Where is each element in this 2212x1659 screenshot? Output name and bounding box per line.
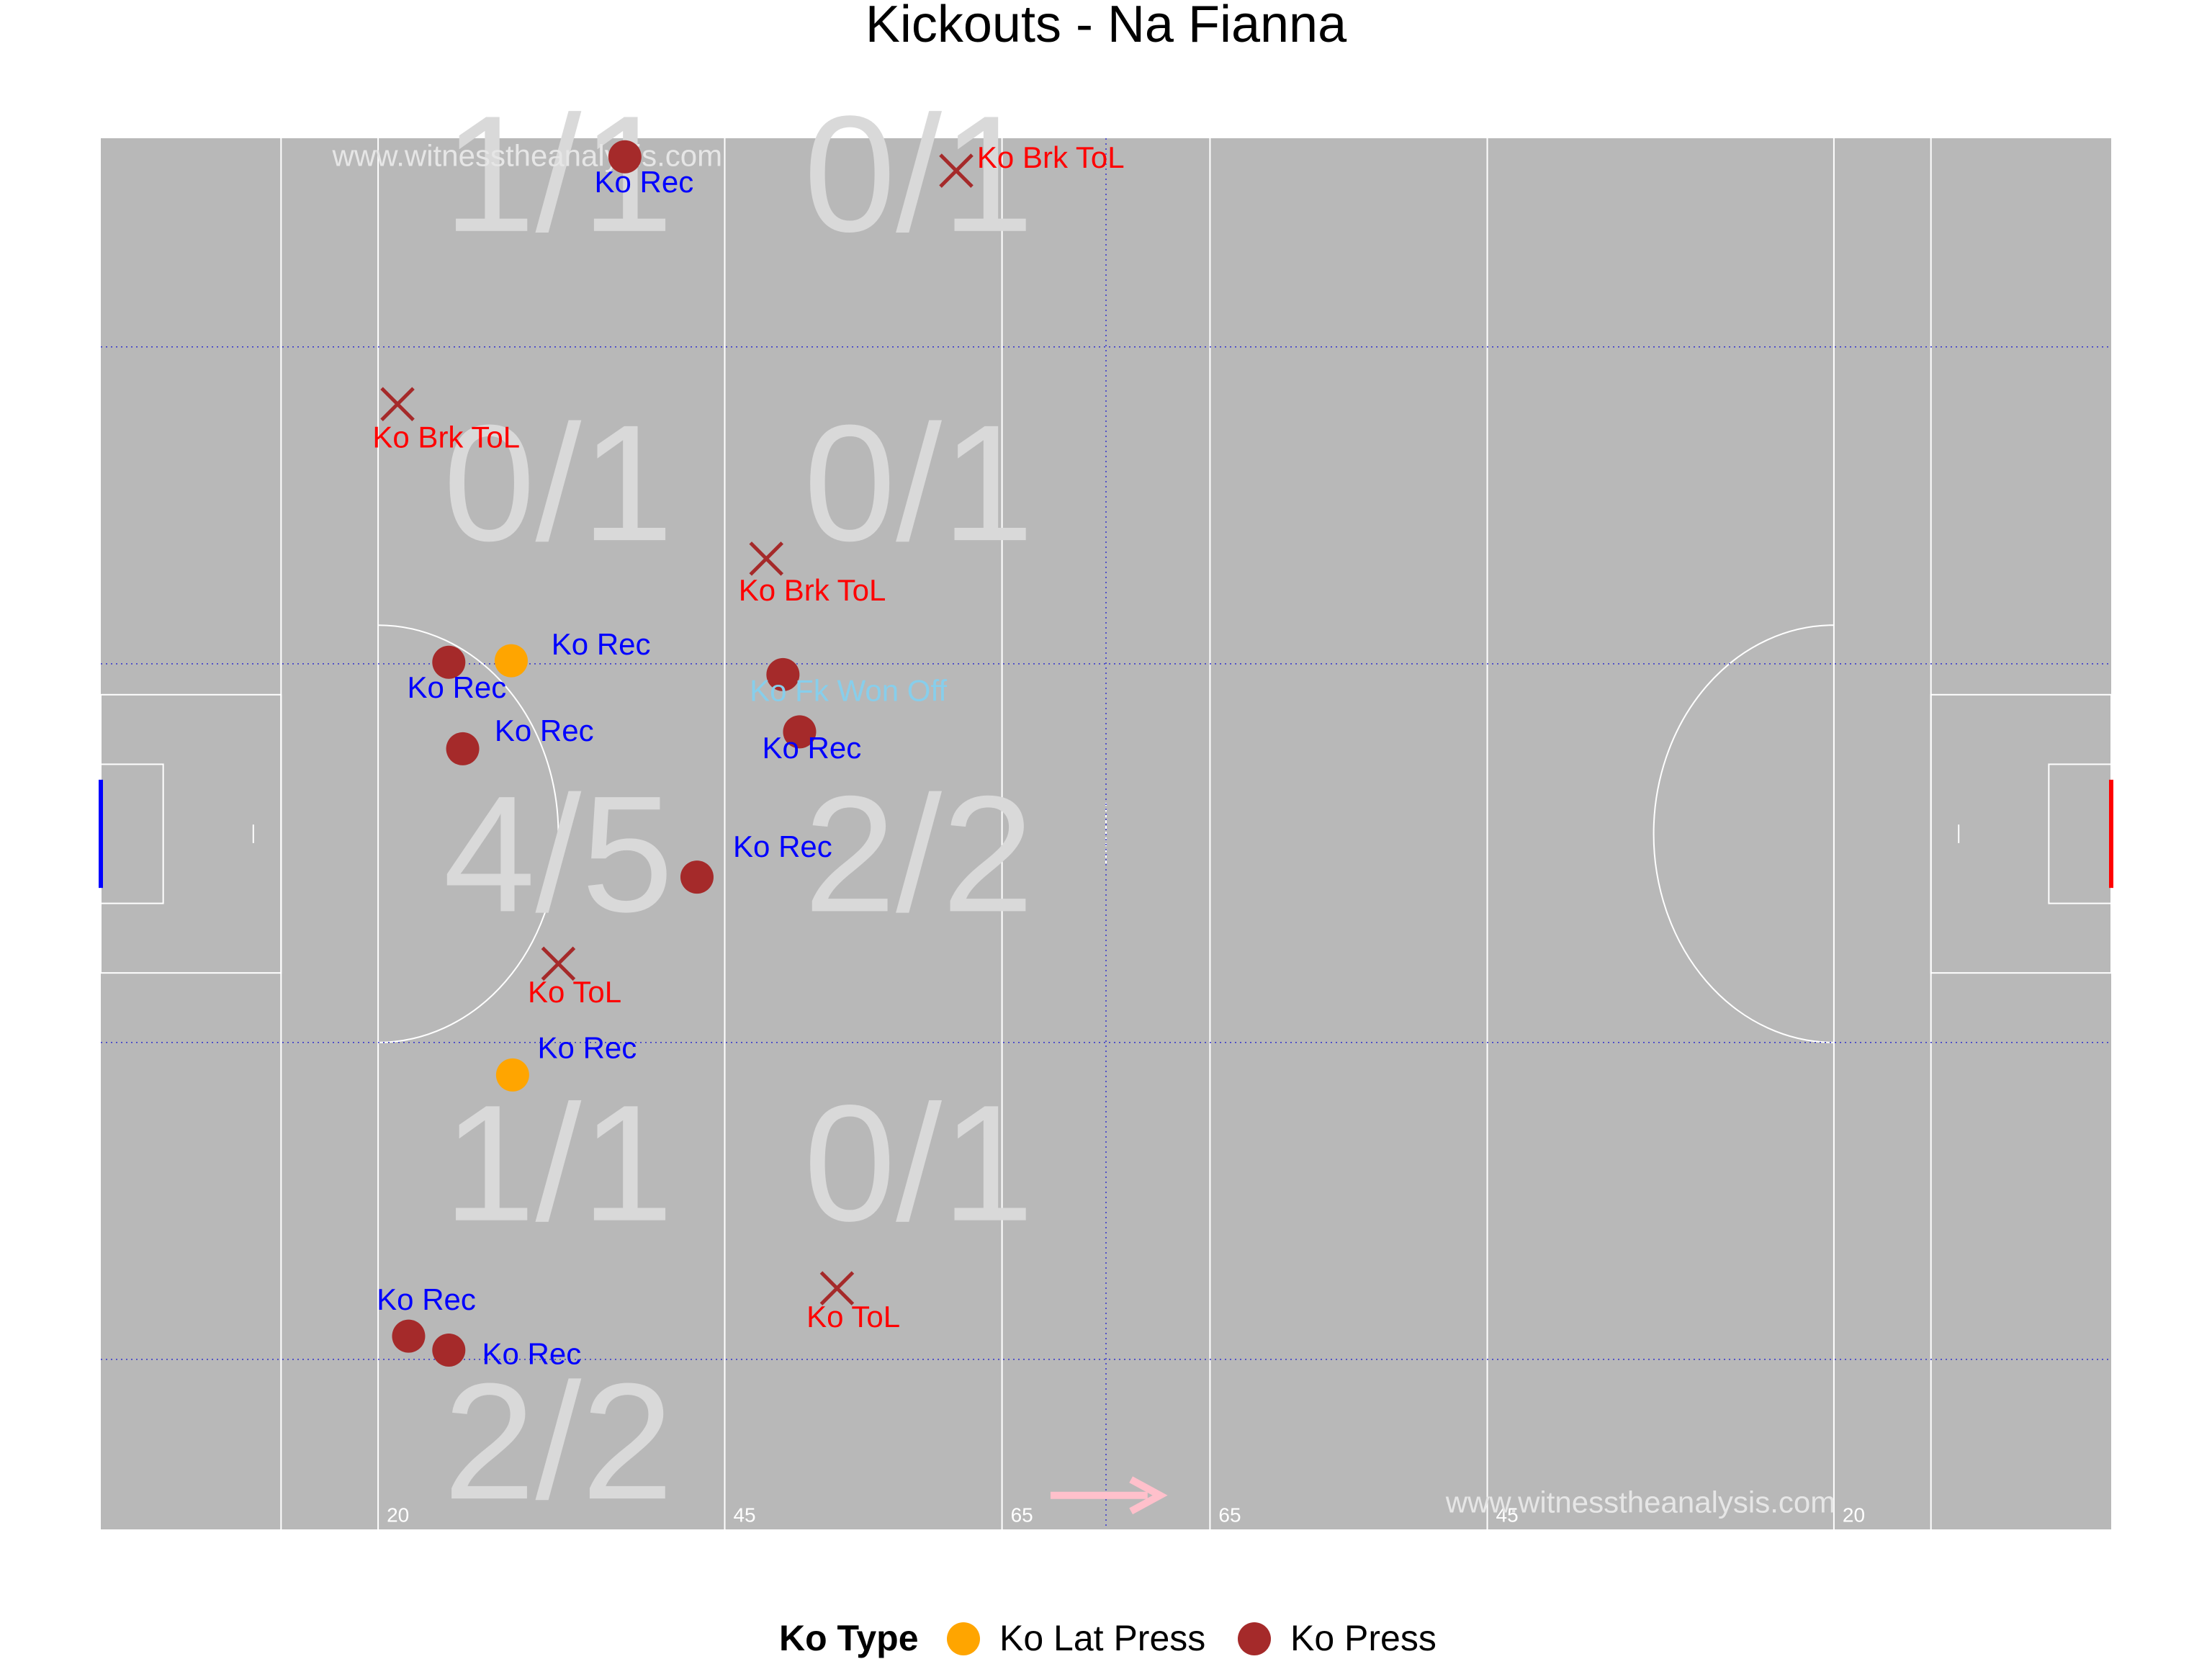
distance-label: 45 xyxy=(733,1503,755,1526)
zone-count: 1/1 xyxy=(444,1071,674,1256)
distance-label: 45 xyxy=(1496,1503,1519,1526)
legend: Ko Type Ko Lat Press Ko Press xyxy=(779,1618,1437,1658)
legend-swatch xyxy=(947,1622,980,1655)
zone-count: 0/1 xyxy=(444,390,674,575)
kickout-label: Ko ToL xyxy=(806,1300,900,1334)
distance-label: 20 xyxy=(1843,1503,1865,1526)
watermark: www.witnesstheanalysis.com xyxy=(332,139,723,173)
legend-swatch xyxy=(1238,1622,1271,1655)
watermark: www.witnesstheanalysis.com xyxy=(1445,1485,1836,1519)
kickout-label: Ko Rec xyxy=(594,165,693,199)
zone-count: 1/1 xyxy=(444,81,674,266)
kickout-point xyxy=(494,644,528,678)
kickout-cross xyxy=(541,946,576,981)
distance-label: 20 xyxy=(387,1503,409,1526)
kickout-label: Ko Rec xyxy=(733,830,832,863)
legend-entry-label: Ko Press xyxy=(1290,1618,1437,1658)
kickout-point xyxy=(432,645,466,679)
kickout-point xyxy=(446,732,480,765)
kickout-point xyxy=(392,1319,426,1353)
zone-count: 0/1 xyxy=(804,390,1034,575)
left-arc xyxy=(378,624,559,1043)
pitch: 20 45 65 65 45 20 1/1 0/1 0/1 0/1 4/5 2/2 1/1 0/1 2/2 w… xyxy=(99,81,2113,1534)
kickout-point xyxy=(432,1333,466,1367)
kickout-label: Ko Rec xyxy=(408,670,507,704)
kickout-point xyxy=(766,657,800,691)
kickout-point xyxy=(495,1058,529,1092)
kickout-point xyxy=(608,140,642,174)
kickout-label: Ko Brk ToL xyxy=(372,420,520,454)
legend-entry-label: Ko Lat Press xyxy=(999,1618,1205,1658)
distance-label: 65 xyxy=(1218,1503,1241,1526)
kickout-label: Ko ToL xyxy=(528,975,621,1009)
direction-arrowhead xyxy=(1129,1476,1168,1515)
kickout-label: Ko Brk ToL xyxy=(739,573,886,607)
kickout-cross xyxy=(749,541,784,576)
kickout-label: Ko Rec xyxy=(762,731,861,765)
kickout-cross xyxy=(939,153,974,188)
kickout-cross xyxy=(819,1271,855,1305)
kickout-point xyxy=(783,715,817,749)
chart-title: Kickouts - Na Fianna xyxy=(866,0,1347,53)
kickout-label: Ko Rec xyxy=(538,1030,637,1064)
kickout-point xyxy=(680,860,714,894)
zone-count: 2/2 xyxy=(444,1349,674,1534)
kickout-label: Ko Fk Won Off xyxy=(750,673,947,707)
kickout-label: Ko Rec xyxy=(495,714,594,747)
right-arc xyxy=(1653,624,1834,1043)
distance-label: 65 xyxy=(1011,1503,1033,1526)
zone-count: 2/2 xyxy=(804,761,1034,946)
legend-title: Ko Type xyxy=(779,1618,919,1658)
kickout-label: Ko Rec xyxy=(482,1336,582,1370)
kickout-label: Ko Brk ToL xyxy=(977,140,1125,174)
kickout-label: Ko Rec xyxy=(552,627,651,661)
kickout-cross xyxy=(380,387,415,421)
kickout-label: Ko Rec xyxy=(377,1282,476,1316)
zone-count: 4/5 xyxy=(444,761,674,946)
zone-count: 0/1 xyxy=(804,1071,1034,1256)
zone-count: 0/1 xyxy=(804,81,1034,266)
